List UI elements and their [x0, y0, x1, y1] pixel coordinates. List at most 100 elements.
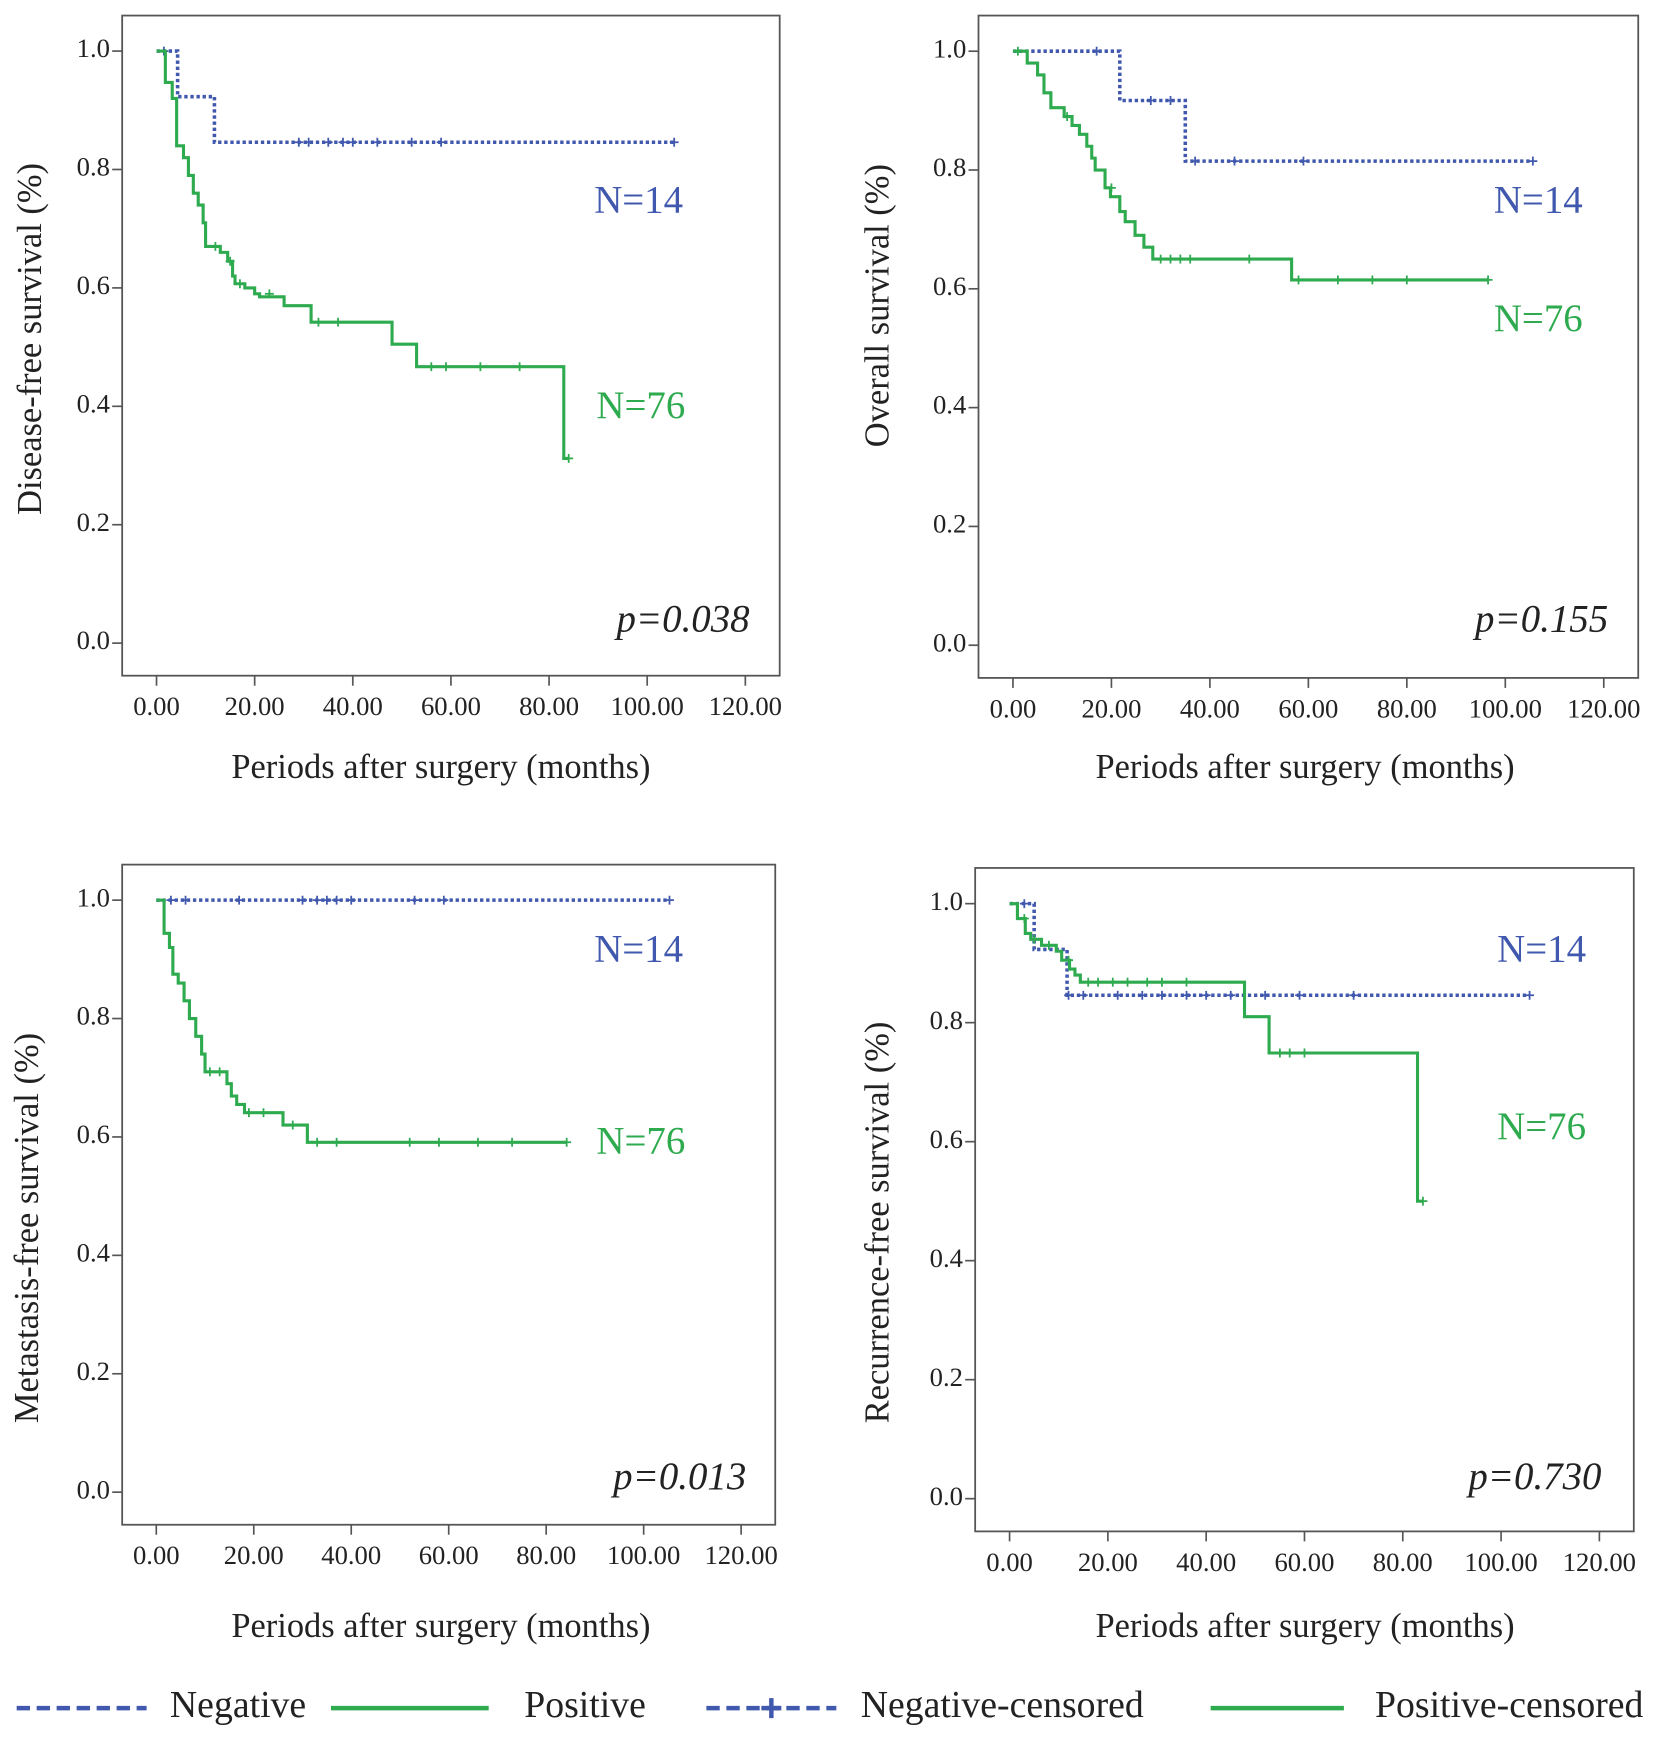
censor-mark	[225, 256, 235, 266]
censor-mark	[473, 1137, 483, 1147]
censor-mark	[1349, 990, 1359, 1000]
censor-mark	[1182, 977, 1191, 987]
x-tick-label: 80.00	[1377, 693, 1437, 723]
legend-censor-mark	[761, 1698, 782, 1719]
censor-mark	[1146, 96, 1156, 105]
censor-mark	[1285, 1048, 1295, 1058]
censor-mark	[1367, 275, 1377, 285]
censor-mark	[312, 1137, 322, 1147]
x-axis-label: Periods after surgery (months)	[231, 1607, 650, 1645]
survival-curve	[1012, 49, 1533, 163]
legend-label: Negative	[170, 1684, 306, 1726]
x-axis-label: Periods after surgery (months)	[1095, 1607, 1514, 1645]
panel: 0.00 20.00 40.00 60.00 80.00 100.00 120.00 0.0 0…	[859, 867, 1636, 1645]
y-tick-label: 0.4	[930, 1243, 963, 1273]
censor-mark	[665, 895, 674, 905]
censor-mark	[1182, 990, 1191, 1000]
censor-mark	[407, 137, 417, 147]
censor-mark	[215, 1067, 225, 1077]
censor-mark	[1294, 275, 1303, 285]
y-tick-label: 0.2	[933, 509, 966, 539]
censor-mark	[1260, 990, 1270, 1000]
y-tick-label: 0.2	[77, 1356, 110, 1386]
survival-curve	[1009, 902, 1423, 1203]
censor-mark	[1083, 977, 1093, 987]
y-axis-label: Disease-free survival (%)	[11, 163, 49, 515]
x-tick-label: 40.00	[1180, 693, 1240, 723]
y-tick-label: 0.6	[77, 1119, 110, 1149]
censor-mark	[314, 317, 323, 327]
censor-mark	[1300, 1048, 1309, 1058]
censor-mark	[312, 895, 322, 905]
censor-mark	[1029, 934, 1039, 944]
x-tick-label: 60.00	[421, 691, 481, 721]
censor-mark	[1528, 156, 1538, 166]
y-axis-label: Overall survival (%)	[859, 164, 897, 447]
censor-mark	[1157, 990, 1167, 1000]
plot-frame	[977, 14, 1640, 679]
censor-mark	[205, 1067, 215, 1077]
censor-mark	[1092, 46, 1102, 56]
y-tick-label: 1.0	[930, 886, 963, 916]
y-tick-label: 0.8	[933, 152, 966, 182]
x-tick-label: 120.00	[704, 1540, 777, 1570]
censor-mark	[1093, 977, 1103, 987]
y-tick-label: 0.8	[930, 1005, 963, 1035]
censor-mark	[1244, 254, 1254, 264]
censor-mark	[244, 1108, 254, 1118]
censor-mark	[372, 137, 382, 147]
x-tick-label: 120.00	[1563, 1547, 1636, 1577]
x-tick-label: 120.00	[1567, 693, 1640, 723]
censor-mark	[436, 137, 446, 147]
censor-mark	[1299, 156, 1308, 166]
censor-mark	[1333, 275, 1343, 285]
x-tick-label: 40.00	[321, 1540, 381, 1570]
censor-mark	[259, 1108, 268, 1118]
censor-mark	[322, 895, 332, 905]
censor-mark	[1019, 899, 1029, 909]
x-tick-label: 80.00	[519, 691, 579, 721]
censor-mark	[507, 1137, 517, 1147]
censor-mark	[1142, 977, 1152, 987]
censor-mark	[348, 137, 358, 147]
y-tick-label: 1.0	[77, 882, 110, 912]
censor-mark	[288, 1120, 298, 1130]
censor-mark	[332, 1137, 342, 1147]
censor-mark	[1044, 940, 1054, 950]
censor-mark	[475, 362, 485, 372]
censor-mark	[439, 895, 449, 905]
x-tick-label: 20.00	[1078, 1547, 1138, 1577]
x-tick-label: 60.00	[1274, 1547, 1334, 1577]
censor-mark	[264, 289, 274, 299]
censor-mark	[1113, 990, 1123, 1000]
x-tick-label: 0.00	[986, 1547, 1033, 1577]
annotation: N=76	[1497, 1105, 1586, 1148]
annotation: p=0.013	[610, 1455, 746, 1498]
censor-mark	[294, 137, 304, 147]
censor-mark	[564, 453, 574, 463]
censor-mark	[1295, 990, 1305, 1000]
censor-mark	[1185, 254, 1195, 264]
y-tick-label: 0.2	[930, 1362, 963, 1392]
x-axis-label: Periods after surgery (months)	[231, 748, 650, 786]
censor-mark	[304, 137, 314, 147]
panel: 0.00 20.00 40.00 60.00 80.00 100.00 120.00 0.0 0…	[859, 14, 1640, 786]
censor-mark	[210, 242, 220, 251]
annotation: N=76	[1494, 297, 1583, 340]
y-tick-label: 0.4	[77, 1237, 110, 1267]
x-tick-label: 20.00	[225, 691, 285, 721]
censor-mark	[1013, 46, 1023, 56]
annotation: N=14	[1497, 927, 1586, 970]
y-tick-label: 0.4	[933, 390, 966, 420]
censor-mark	[323, 137, 333, 147]
censor-mark	[346, 895, 356, 905]
censor-mark	[1483, 275, 1493, 285]
censor-mark	[1418, 1196, 1428, 1206]
panel: 0.00 20.00 40.00 60.00 80.00 100.00 120.00 0.0 0…	[11, 14, 782, 786]
panel: 0.00 20.00 40.00 60.00 80.00 100.00 120.00 0.0 0…	[8, 863, 778, 1645]
censor-mark	[1190, 156, 1200, 166]
x-tick-label: 0.00	[133, 1540, 180, 1570]
x-tick-label: 100.00	[1464, 1547, 1537, 1577]
x-tick-label: 0.00	[133, 691, 180, 721]
